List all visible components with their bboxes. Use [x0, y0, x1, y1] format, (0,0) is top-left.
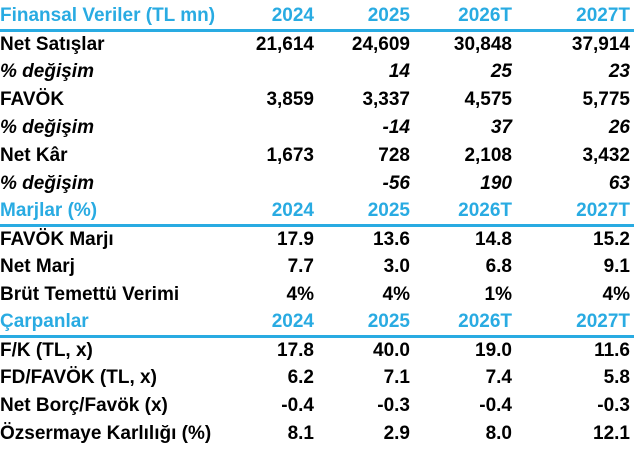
table-row: % değişim -14 37 26	[0, 114, 634, 142]
cell-value: 2.9	[383, 423, 410, 444]
row-label: % değişim	[0, 61, 94, 82]
cell-value: 14.8	[475, 228, 512, 250]
cell-value: 30,848	[453, 33, 512, 55]
table-row: Net Borç/Favök (x) -0.4 -0.3 -0.4 -0.3	[0, 392, 634, 420]
column-header: 2025	[314, 3, 410, 32]
cell-value: -0.3	[377, 395, 410, 416]
section-title: Marjlar (%)	[0, 198, 232, 227]
cell-value: 728	[378, 145, 410, 166]
cell-value: -0.3	[597, 395, 630, 416]
cell-value: 25	[490, 61, 512, 82]
row-label: % değişim	[0, 173, 94, 194]
section-title: Finansal Veriler (TL mn)	[0, 3, 232, 32]
cell-value: 37	[490, 117, 512, 138]
cell-value: 3,337	[362, 89, 410, 110]
cell-value: 9.1	[603, 256, 630, 277]
cell-value: 14	[388, 61, 410, 82]
column-header: 2027T	[512, 198, 634, 227]
row-label: F/K (TL, x)	[0, 339, 93, 361]
cell-value: -0.4	[281, 395, 314, 416]
table-row: FAVÖK Marjı 17.9 13.6 14.8 15.2	[0, 225, 634, 253]
cell-value: 24,609	[351, 33, 410, 55]
table-row: Brüt Temettü Verimi 4% 4% 1% 4%	[0, 281, 634, 309]
column-header: 2027T	[512, 309, 634, 338]
cell-value: 15.2	[593, 228, 630, 250]
section-title: Çarpanlar	[0, 309, 232, 338]
cell-value: 11.6	[594, 339, 630, 361]
cell-value: 3,432	[582, 145, 630, 166]
row-label: Net Borç/Favök (x)	[0, 395, 168, 416]
cell-value	[232, 170, 314, 198]
financial-table-body: Finansal Veriler (TL mn) 2024 2025 2026T 202…	[0, 3, 634, 448]
cell-value: 4%	[602, 284, 630, 305]
cell-value: 190	[480, 173, 512, 194]
row-label: FAVÖK	[0, 89, 65, 110]
cell-value: 4%	[382, 284, 410, 305]
cell-value: 26	[608, 117, 630, 138]
row-label: FAVÖK Marjı	[0, 228, 114, 250]
row-label: FD/FAVÖK (TL, x)	[0, 367, 157, 388]
cell-value: 5,775	[582, 89, 630, 110]
cell-value: 5.8	[603, 367, 630, 388]
table-row: F/K (TL, x) 17.8 40.0 19.0 11.6	[0, 336, 634, 364]
column-header: 2027T	[512, 3, 634, 32]
row-label: Net Marj	[0, 256, 75, 277]
cell-value: 17.8	[277, 339, 314, 361]
cell-value: 19.0	[475, 339, 512, 361]
cell-value: 7.7	[287, 256, 314, 277]
column-header: 2026T	[410, 309, 512, 338]
cell-value: 2,108	[464, 145, 512, 166]
section-header-row: Finansal Veriler (TL mn) 2024 2025 2026T 202…	[0, 3, 634, 32]
cell-value: 13.6	[373, 228, 410, 250]
cell-value: 1,673	[266, 145, 314, 166]
cell-value: 6.8	[485, 256, 512, 277]
column-header: 2024	[232, 309, 314, 338]
cell-value	[232, 58, 314, 86]
cell-value: 40.0	[373, 339, 410, 361]
table-row: Net Kâr 1,673 728 2,108 3,432	[0, 142, 634, 170]
cell-value: 17.9	[277, 228, 314, 250]
cell-value: 1%	[484, 284, 512, 305]
section-header-row: Marjlar (%) 2024 2025 2026T 2027T	[0, 198, 634, 227]
cell-value: 7.1	[383, 367, 410, 388]
cell-value: 63	[608, 173, 630, 194]
cell-value: 8.1	[287, 423, 314, 444]
column-header: 2026T	[410, 3, 512, 32]
table-row: % değişim 14 25 23	[0, 58, 634, 86]
table-row: Özsermaye Karlılığı (%) 8.1 2.9 8.0 12.1	[0, 420, 634, 448]
cell-value: -0.4	[479, 395, 512, 416]
table-row: Net Marj 7.7 3.0 6.8 9.1	[0, 253, 634, 281]
table-row: FAVÖK 3,859 3,337 4,575 5,775	[0, 86, 634, 114]
column-header: 2026T	[410, 198, 512, 227]
cell-value: 12.1	[593, 423, 630, 444]
column-header: 2024	[232, 198, 314, 227]
cell-value: 6.2	[287, 367, 314, 388]
cell-value: -14	[382, 117, 410, 138]
cell-value: 4%	[286, 284, 314, 305]
financial-table: Finansal Veriler (TL mn) 2024 2025 2026T 202…	[0, 3, 634, 448]
column-header: 2024	[232, 3, 314, 32]
column-header: 2025	[314, 309, 410, 338]
cell-value: 21,614	[255, 33, 314, 55]
cell-value: 8.0	[485, 423, 512, 444]
table-row: FD/FAVÖK (TL, x) 6.2 7.1 7.4 5.8	[0, 364, 634, 392]
cell-value: 4,575	[464, 89, 512, 110]
cell-value: 23	[608, 61, 630, 82]
row-label: % değişim	[0, 117, 94, 138]
row-label: Özsermaye Karlılığı (%)	[0, 423, 212, 444]
cell-value: 7.4	[485, 367, 512, 388]
column-header: 2025	[314, 198, 410, 227]
cell-value: 3,859	[266, 89, 314, 110]
row-label: Net Kâr	[0, 145, 68, 166]
cell-value: 37,914	[571, 33, 630, 55]
cell-value: 3.0	[383, 256, 410, 277]
cell-value: -56	[382, 173, 410, 194]
row-label: Net Satışlar	[0, 33, 105, 55]
table-row: Net Satışlar 21,614 24,609 30,848 37,914	[0, 30, 634, 58]
table-row: % değişim -56 190 63	[0, 170, 634, 198]
row-label: Brüt Temettü Verimi	[0, 284, 180, 305]
cell-value	[232, 114, 314, 142]
section-header-row: Çarpanlar 2024 2025 2026T 2027T	[0, 309, 634, 338]
